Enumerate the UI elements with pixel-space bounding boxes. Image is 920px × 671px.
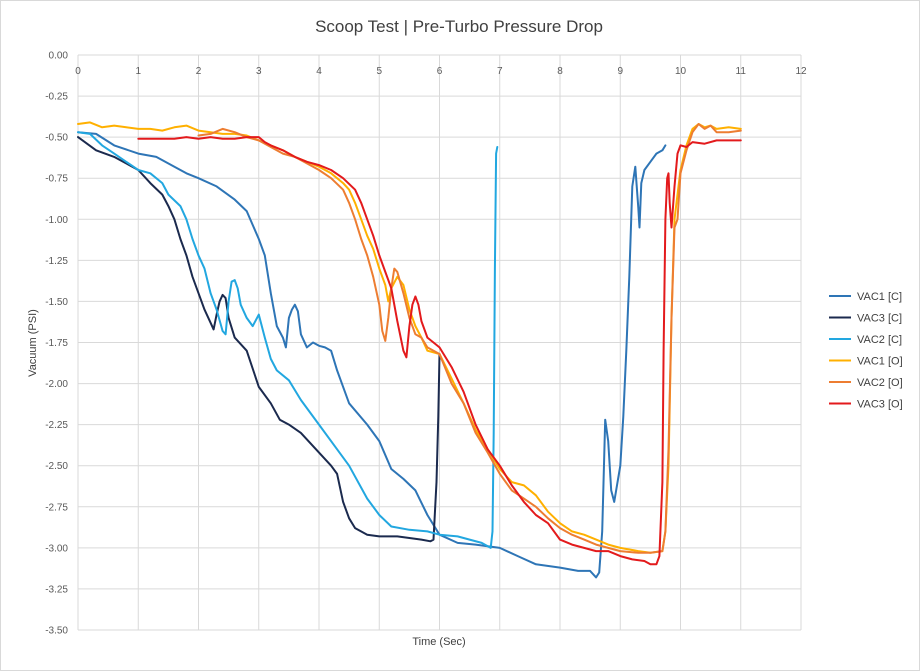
x-axis-title: Time (Sec) (412, 636, 465, 648)
y-tick-label: -1.75 (45, 338, 68, 349)
y-tick-label: -3.25 (45, 584, 68, 595)
y-tick-label: -2.00 (45, 379, 68, 390)
x-tick-label: 5 (376, 66, 382, 77)
legend-label: VAC2 [O] (857, 377, 903, 389)
x-axis-ticks: 0 1 2 3 4 5 6 7 8 9 10 11 12 (75, 66, 807, 77)
series-line (77, 136, 441, 543)
x-tick-label: 1 (135, 66, 141, 77)
x-tick-label: 11 (736, 66, 747, 77)
series-line (77, 131, 499, 549)
legend: VAC1 [C] VAC3 [C] VAC2 [C] VAC1 [O] VAC2 [O]… (829, 291, 903, 411)
x-tick-label: 9 (617, 66, 623, 77)
y-tick-label: -0.25 (45, 92, 68, 103)
x-tick-label: 6 (437, 66, 443, 77)
legend-label: VAC2 [C] (857, 334, 902, 346)
y-tick-label: 0.00 (49, 51, 69, 62)
x-tick-label: 12 (795, 66, 807, 77)
y-tick-label: -2.25 (45, 420, 68, 431)
y-tick-label: -1.50 (45, 297, 68, 308)
series-line (197, 123, 742, 554)
y-tick-label: -2.50 (45, 461, 68, 472)
x-tick-label: 4 (316, 66, 322, 77)
legend-label: VAC3 [C] (857, 313, 902, 325)
gridlines (77, 54, 802, 631)
y-tick-label: -3.50 (45, 626, 68, 637)
x-tick-label: 8 (557, 66, 563, 77)
x-tick-label: 0 (75, 66, 81, 77)
y-tick-label: -0.75 (45, 174, 68, 185)
x-tick-label: 2 (196, 66, 202, 77)
series-line (77, 131, 667, 579)
legend-label: VAC1 [C] (857, 291, 902, 303)
y-tick-label: -3.00 (45, 543, 68, 554)
series-lines (77, 121, 742, 579)
y-tick-label: -0.50 (45, 133, 68, 144)
y-axis-ticks: 0.00 -0.25 -0.50 -0.75 -1.00 -1.25 -1.50 -1.75 -… (45, 51, 68, 637)
y-tick-label: -2.75 (45, 502, 68, 513)
x-tick-label: 3 (256, 66, 262, 77)
x-tick-label: 7 (497, 66, 503, 77)
legend-label: VAC1 [O] (857, 356, 903, 368)
y-tick-label: -1.25 (45, 256, 68, 267)
series-line (137, 136, 742, 566)
chart-title: Scoop Test | Pre-Turbo Pressure Drop (315, 17, 603, 36)
x-tick-label: 10 (675, 66, 687, 77)
legend-label: VAC3 [O] (857, 399, 903, 411)
y-axis-title: Vacuum (PSI) (27, 309, 39, 377)
y-tick-label: -1.00 (45, 215, 68, 226)
